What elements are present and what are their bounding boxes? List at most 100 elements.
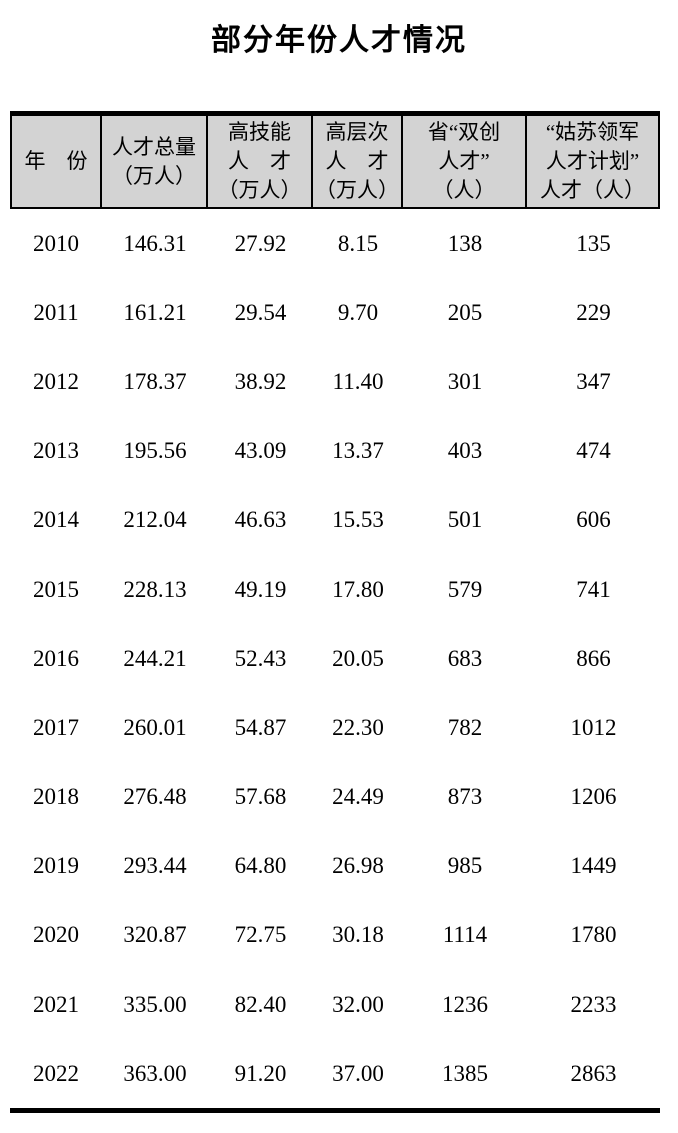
cell-year: 2021 [33,991,79,1017]
cell-gusu-leading: 347 [576,368,611,394]
cell-high-level: 32.00 [332,991,384,1017]
cell-high-skilled: 64.80 [234,853,287,879]
table-row: 2016 244.21 52.43 20.05 683 866 [10,624,660,693]
cell-shuangchuang: 683 [447,645,483,671]
cell-total-talent: 293.44 [123,853,187,879]
cell-shuangchuang: 403 [447,438,483,464]
table-body: 2010 146.31 27.92 8.15 138 135 2011 161.… [10,209,660,1108]
cell-gusu-leading: 229 [576,299,611,325]
cell-high-level: 20.05 [332,645,384,671]
table-header-row: 年 份 人才总量 （万人） 高技能 人 才 （万人） 高层次 人 才 （万人） … [10,116,660,209]
cell-shuangchuang: 579 [447,576,483,602]
cell-high-skilled: 38.92 [234,368,287,394]
cell-total-talent: 335.00 [123,991,187,1017]
table-row: 2017 260.01 54.87 22.30 782 1012 [10,693,660,762]
cell-high-skilled: 57.68 [234,784,287,810]
cell-high-skilled: 72.75 [234,922,287,948]
cell-high-skilled: 27.92 [234,230,287,256]
cell-year: 2012 [33,368,79,394]
cell-shuangchuang: 873 [447,784,483,810]
cell-high-level: 9.70 [337,299,379,325]
cell-year: 2015 [33,576,79,602]
cell-gusu-leading: 1780 [570,922,617,948]
cell-shuangchuang: 501 [447,507,483,533]
table-row: 2014 212.04 46.63 15.53 501 606 [10,486,660,555]
cell-shuangchuang: 205 [447,299,483,325]
cell-gusu-leading: 741 [576,576,611,602]
cell-shuangchuang: 1385 [442,1060,488,1086]
cell-year: 2016 [33,645,79,671]
cell-high-skilled: 52.43 [234,645,287,671]
cell-gusu-leading: 606 [576,507,611,533]
cell-shuangchuang: 301 [447,368,483,394]
table-row: 2022 363.00 91.20 37.00 1385 2863 [10,1039,660,1108]
cell-year: 2013 [33,438,79,464]
cell-year: 2018 [33,784,79,810]
cell-high-skilled: 29.54 [234,299,287,325]
cell-high-level: 17.80 [332,576,384,602]
cell-high-level: 37.00 [332,1060,384,1086]
cell-high-skilled: 43.09 [234,438,287,464]
cell-year: 2011 [33,299,79,325]
cell-high-skilled: 91.20 [234,1060,287,1086]
cell-year: 2017 [33,714,79,740]
cell-year: 2019 [33,853,79,879]
table-row: 2015 228.13 49.19 17.80 579 741 [10,555,660,624]
cell-total-talent: 178.37 [123,368,187,394]
cell-high-skilled: 46.63 [234,507,287,533]
cell-year: 2020 [33,922,79,948]
cell-shuangchuang: 1114 [442,922,488,948]
page-title: 部分年份人才情况 [211,24,467,57]
table-row: 2013 195.56 43.09 13.37 403 474 [10,417,660,486]
cell-high-level: 13.37 [332,438,384,464]
table-row: 2010 146.31 27.92 8.15 138 135 [10,209,660,278]
cell-high-skilled: 82.40 [234,991,287,1017]
table-row: 2019 293.44 64.80 26.98 985 1449 [10,832,660,901]
header-cell-year: 年 份 [10,116,102,207]
header-cell-high-level: 高层次 人 才 （万人） [313,116,403,207]
cell-high-level: 22.30 [332,714,384,740]
cell-gusu-leading: 2233 [570,991,617,1017]
cell-total-talent: 212.04 [123,507,187,533]
header-cell-gusu-leading: “姑苏领军 人才计划” 人才（人） [527,116,660,207]
cell-high-level: 24.49 [332,784,384,810]
header-cell-total-talent: 人才总量 （万人） [102,116,208,207]
cell-gusu-leading: 135 [576,230,611,256]
cell-shuangchuang: 1236 [442,991,488,1017]
cell-high-level: 30.18 [332,922,384,948]
cell-high-level: 11.40 [332,368,384,394]
cell-total-talent: 276.48 [123,784,187,810]
cell-year: 2010 [33,230,79,256]
cell-total-talent: 161.21 [123,299,187,325]
cell-high-skilled: 54.87 [234,714,287,740]
table-row: 2018 276.48 57.68 24.49 873 1206 [10,763,660,832]
cell-gusu-leading: 866 [576,645,611,671]
cell-total-talent: 363.00 [123,1060,187,1086]
cell-high-level: 8.15 [337,230,379,256]
cell-total-talent: 260.01 [123,714,187,740]
cell-shuangchuang: 782 [447,714,483,740]
cell-gusu-leading: 2863 [570,1060,617,1086]
cell-high-level: 15.53 [332,507,384,533]
cell-gusu-leading: 1449 [570,853,617,879]
header-cell-high-skilled: 高技能 人 才 （万人） [208,116,313,207]
cell-gusu-leading: 474 [576,438,611,464]
cell-total-talent: 228.13 [123,576,187,602]
cell-high-level: 26.98 [332,853,384,879]
header-cell-shuangchuang: 省“双创 人才” （人） [403,116,527,207]
cell-total-talent: 195.56 [123,438,187,464]
cell-year: 2014 [33,507,79,533]
cell-total-talent: 244.21 [123,645,187,671]
talent-table: 年 份 人才总量 （万人） 高技能 人 才 （万人） 高层次 人 才 （万人） … [10,111,660,1114]
cell-shuangchuang: 138 [447,230,483,256]
cell-high-skilled: 49.19 [234,576,287,602]
cell-total-talent: 146.31 [123,230,187,256]
table-row: 2012 178.37 38.92 11.40 301 347 [10,347,660,416]
table-row: 2021 335.00 82.40 32.00 1236 2233 [10,970,660,1039]
cell-total-talent: 320.87 [123,922,187,948]
cell-gusu-leading: 1012 [570,714,617,740]
table-row: 2011 161.21 29.54 9.70 205 229 [10,278,660,347]
cell-shuangchuang: 985 [447,853,483,879]
table-row: 2020 320.87 72.75 30.18 1114 1780 [10,901,660,970]
cell-gusu-leading: 1206 [570,784,617,810]
